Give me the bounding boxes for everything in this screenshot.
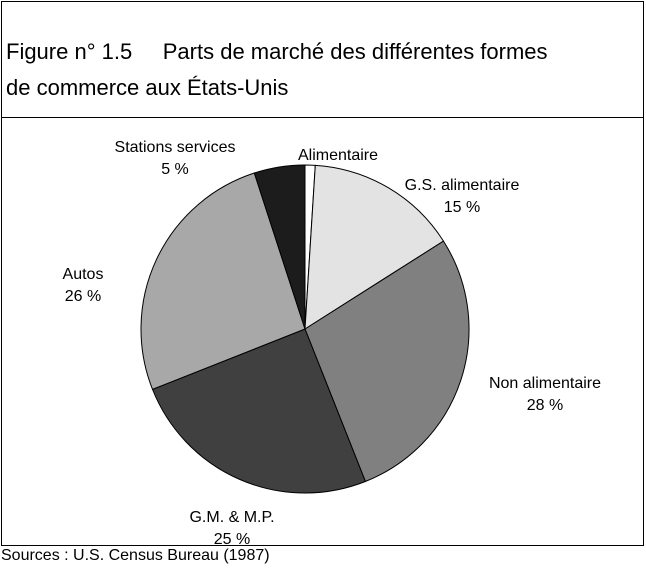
slice-label: Non alimentaire xyxy=(489,375,601,392)
slice-value-label: 28 % xyxy=(527,397,563,414)
slice-label: G.M. & M.P. xyxy=(189,509,274,526)
pie-slice xyxy=(304,240,470,483)
pie-slice xyxy=(140,172,306,391)
slice-label: Autos xyxy=(63,266,104,283)
pie-slice xyxy=(151,328,367,494)
source-note: Sources : U.S. Census Bureau (1987) xyxy=(1,547,270,564)
pie-slice xyxy=(304,164,445,330)
slice-value-label: 25 % xyxy=(214,531,250,548)
slice-label: Alimentaire xyxy=(298,147,378,164)
divider xyxy=(1,117,644,118)
slice-value-label: 26 % xyxy=(65,288,101,305)
slice-label: G.S. alimentaire xyxy=(405,177,520,194)
slice-label: Stations services xyxy=(115,139,236,156)
slice-value-label: 15 % xyxy=(444,199,480,216)
chart-title: Figure n° 1.5 Parts de marché des différ… xyxy=(6,39,554,100)
pie-slice xyxy=(253,164,306,330)
frame xyxy=(1,1,644,546)
slice-value-label: 5 % xyxy=(161,161,189,178)
